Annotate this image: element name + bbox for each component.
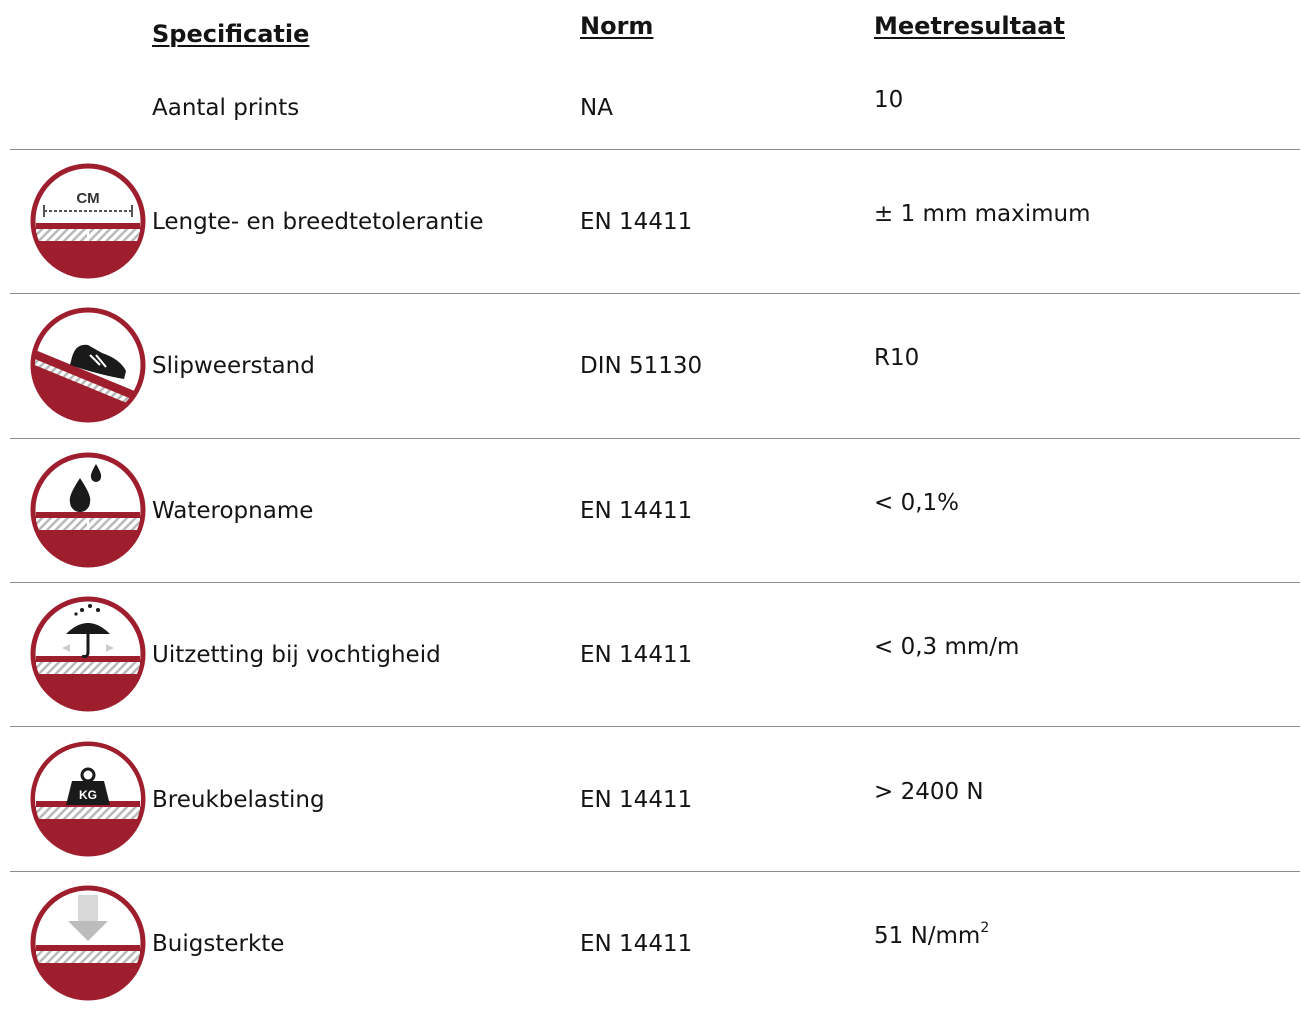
spec-lengte-breedte: Lengte- en breedtetolerantie <box>152 209 484 235</box>
norm-lengte-breedte: EN 14411 <box>580 209 693 235</box>
result-breukbelasting: > 2400 N <box>874 779 984 805</box>
row-divider <box>10 149 1300 150</box>
row-divider <box>10 582 1300 583</box>
header-specificatie: Specificatie <box>152 20 310 48</box>
shoe-slope-icon <box>30 307 146 423</box>
cm-ruler-icon: CM <box>30 163 146 279</box>
norm-breukbelasting: EN 14411 <box>580 787 693 813</box>
spec-slipweerstand: Slipweerstand <box>152 353 315 379</box>
norm-slipweerstand: DIN 51130 <box>580 353 703 379</box>
norm-wateropname: EN 14411 <box>580 498 693 524</box>
header-meetresultaat: Meetresultaat <box>874 12 1065 40</box>
norm-uitzetting: EN 14411 <box>580 642 693 668</box>
umbrella-icon <box>30 596 146 712</box>
row-divider <box>10 871 1300 872</box>
spec-aantal-prints: Aantal prints <box>152 95 300 121</box>
result-uitzetting: < 0,3 mm/m <box>874 634 1020 660</box>
result-aantal-prints: 10 <box>874 87 904 113</box>
result-wateropname: < 0,1% <box>874 490 960 516</box>
spec-breukbelasting: Breukbelasting <box>152 787 325 813</box>
spec-wateropname: Wateropname <box>152 498 314 524</box>
spec-buigsterkte: Buigsterkte <box>152 931 285 957</box>
icon-label-cm: CM <box>76 190 99 207</box>
result-lengte-breedte: ± 1 mm maximum <box>874 201 1091 227</box>
result-buigsterkte-sup: 2 <box>980 920 990 937</box>
header-norm: Norm <box>580 12 654 40</box>
result-slipweerstand: R10 <box>874 345 920 371</box>
bending-arrow-icon <box>30 885 146 1001</box>
row-divider <box>10 438 1300 439</box>
weight-kg-icon: KG <box>30 741 146 857</box>
norm-aantal-prints: NA <box>580 95 613 121</box>
row-divider <box>10 293 1300 294</box>
result-buigsterkte: 51 N/mm2 <box>874 920 990 950</box>
spec-uitzetting: Uitzetting bij vochtigheid <box>152 642 441 668</box>
result-buigsterkte-value: 51 N/mm <box>874 923 981 949</box>
icon-label-kg: KG <box>79 788 97 802</box>
water-drop-icon <box>30 452 146 568</box>
norm-buigsterkte: EN 14411 <box>580 931 693 957</box>
row-divider <box>10 726 1300 727</box>
